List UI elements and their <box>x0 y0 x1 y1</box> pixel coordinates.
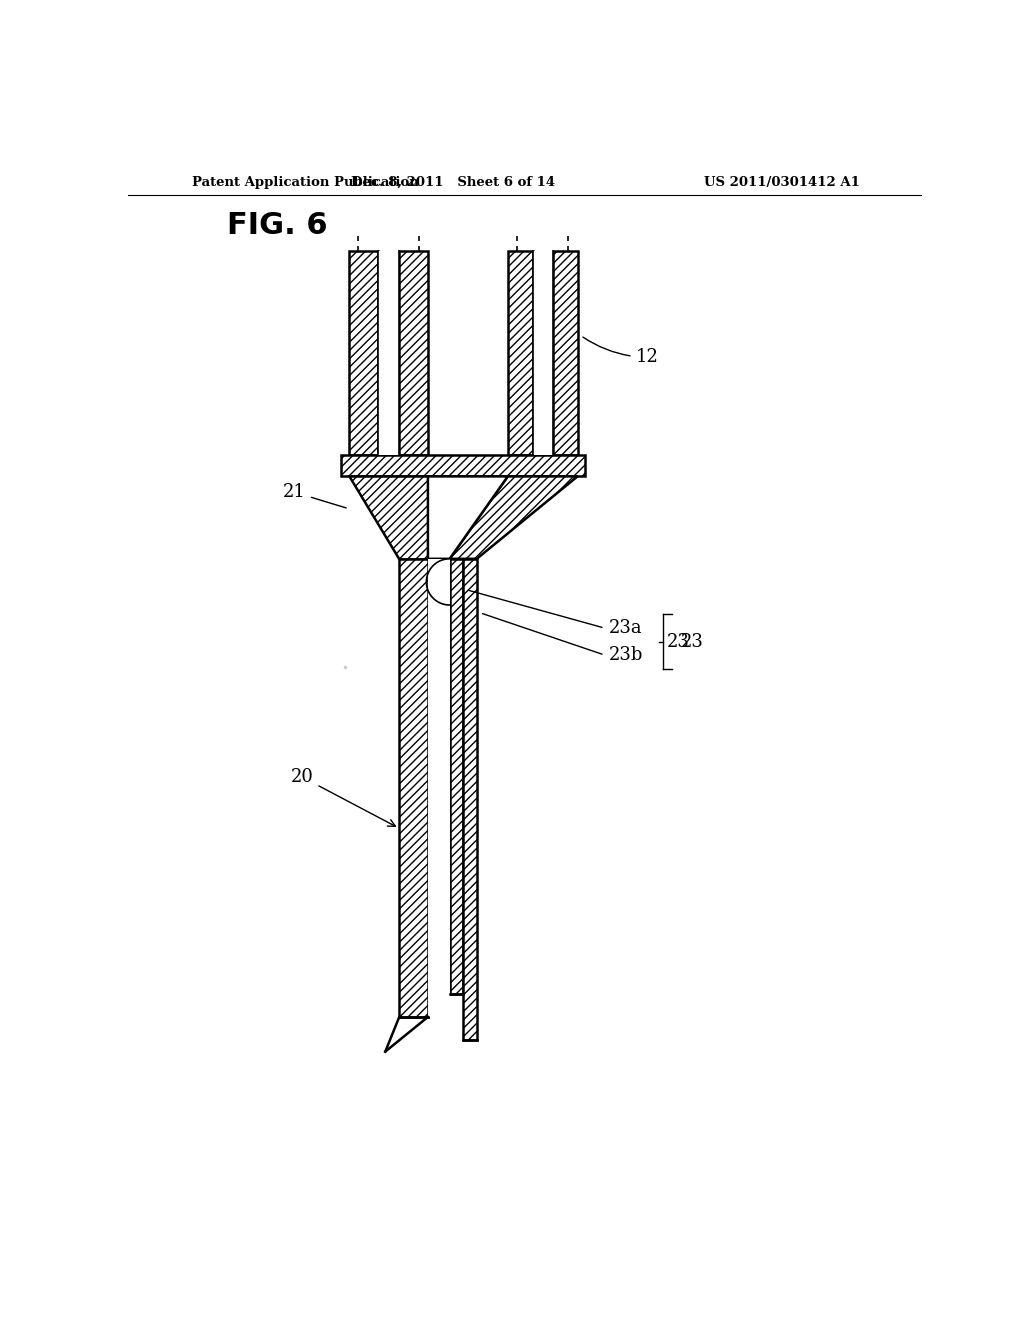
Text: FIG. 6: FIG. 6 <box>227 211 328 240</box>
Polygon shape <box>349 477 428 558</box>
Polygon shape <box>553 251 578 455</box>
Text: 23: 23 <box>681 632 703 651</box>
Polygon shape <box>463 558 477 1040</box>
Polygon shape <box>508 251 532 455</box>
Polygon shape <box>399 251 428 455</box>
Polygon shape <box>378 251 399 455</box>
Polygon shape <box>450 477 578 558</box>
Polygon shape <box>399 558 428 1016</box>
Text: 23b: 23b <box>608 645 643 664</box>
Text: 20: 20 <box>291 768 395 826</box>
Text: Dec. 8, 2011   Sheet 6 of 14: Dec. 8, 2011 Sheet 6 of 14 <box>351 176 556 189</box>
Polygon shape <box>450 558 463 994</box>
Text: 12: 12 <box>583 337 658 367</box>
Polygon shape <box>349 251 378 455</box>
Polygon shape <box>341 455 586 477</box>
Text: Patent Application Publication: Patent Application Publication <box>191 176 418 189</box>
Text: 23a: 23a <box>608 619 642 638</box>
Polygon shape <box>428 477 508 558</box>
Polygon shape <box>428 558 450 994</box>
Polygon shape <box>532 251 553 455</box>
Polygon shape <box>428 994 450 1016</box>
Text: 21: 21 <box>283 483 346 508</box>
Text: US 2011/0301412 A1: US 2011/0301412 A1 <box>705 176 860 189</box>
Text: 23: 23 <box>667 634 689 651</box>
